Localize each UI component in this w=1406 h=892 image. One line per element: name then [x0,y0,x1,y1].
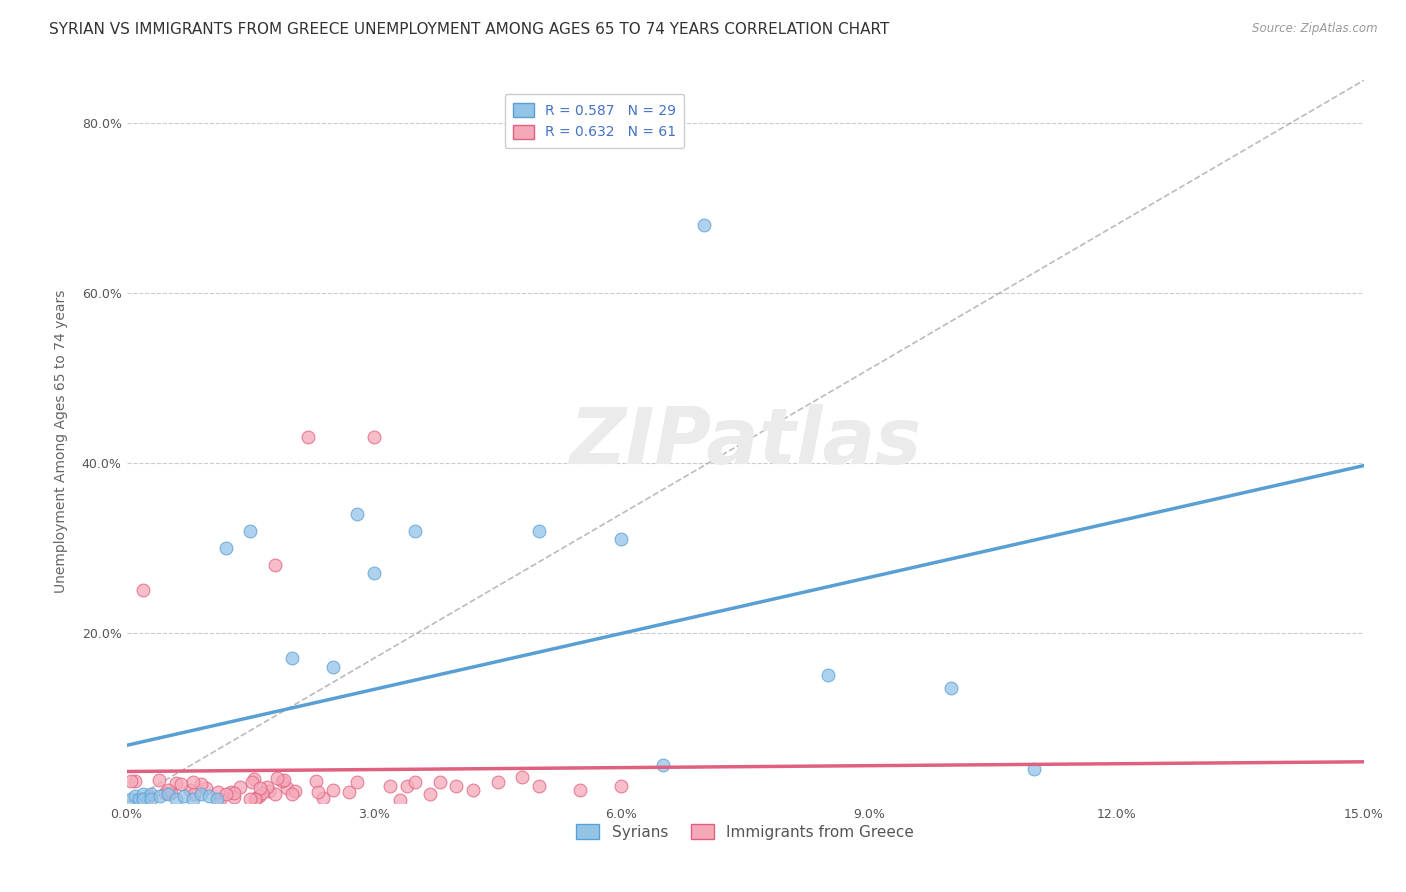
Point [156,787,179,801]
Point [817,668,839,682]
Point [138,789,160,804]
Point [159,787,181,801]
Point [280,651,302,665]
Point [247,789,270,803]
Point [183,787,205,801]
Point [307,785,329,799]
Point [419,788,441,802]
Point [1022,762,1045,776]
Point [256,780,278,794]
Point [610,533,633,547]
Point [276,780,298,795]
Y-axis label: Unemployment Among Ages 65 to 74 years: Unemployment Among Ages 65 to 74 years [53,290,67,593]
Point [198,789,221,803]
Text: Source: ZipAtlas.com: Source: ZipAtlas.com [1253,22,1378,36]
Point [264,788,287,802]
Point [208,792,231,806]
Point [195,780,218,795]
Point [181,774,204,789]
Point [124,789,146,803]
Point [266,771,288,785]
Text: SYRIAN VS IMMIGRANTS FROM GREECE UNEMPLOYMENT AMONG AGES 65 TO 74 YEARS CORRELAT: SYRIAN VS IMMIGRANTS FROM GREECE UNEMPLO… [49,22,890,37]
Point [141,791,163,805]
Point [239,791,262,805]
Point [224,789,246,804]
Point [389,792,412,806]
Point [148,772,170,787]
Point [128,791,150,805]
Legend: Syrians, Immigrants from Greece: Syrians, Immigrants from Greece [571,818,920,846]
Point [512,770,534,784]
Point [461,783,484,797]
Point [153,786,176,800]
Point [312,791,335,805]
Point [207,791,229,805]
Point [404,524,426,538]
Point [124,774,146,789]
Point [165,776,187,790]
Point [363,430,385,444]
Point [165,791,187,805]
Point [173,789,195,803]
Point [181,791,204,805]
Point [273,772,295,787]
Point [250,786,273,800]
Point [527,779,550,793]
Point [141,787,163,801]
Point [280,787,302,801]
Point [404,774,426,789]
Text: ZIPatlas: ZIPatlas [569,403,921,480]
Point [243,792,266,806]
Point [121,774,143,789]
Point [527,524,550,538]
Point [264,558,287,572]
Point [446,779,468,793]
Point [132,787,155,801]
Point [322,660,344,674]
Point [271,773,294,788]
Point [214,787,236,801]
Point [693,218,716,232]
Point [429,774,451,789]
Point [221,785,243,799]
Point [170,777,193,791]
Point [486,774,509,789]
Point [610,779,633,793]
Point [132,583,155,598]
Point [190,787,212,801]
Point [346,507,368,521]
Point [651,757,673,772]
Point [240,775,263,789]
Point [257,784,280,798]
Point [245,791,267,805]
Point [224,786,246,800]
Point [322,783,344,797]
Point [297,430,319,444]
Point [305,774,328,789]
Point [346,774,368,789]
Point [569,783,592,797]
Point [190,777,212,791]
Point [148,789,170,803]
Point [179,782,201,797]
Point [214,541,236,555]
Point [363,566,385,581]
Point [120,791,142,805]
Point [207,785,229,799]
Point [132,791,155,805]
Point [243,772,266,786]
Point [284,784,307,798]
Point [239,524,262,538]
Point [380,779,402,793]
Point [941,681,963,695]
Point [395,779,418,793]
Point [156,783,179,797]
Point [249,781,271,796]
Point [337,785,360,799]
Point [229,780,252,794]
